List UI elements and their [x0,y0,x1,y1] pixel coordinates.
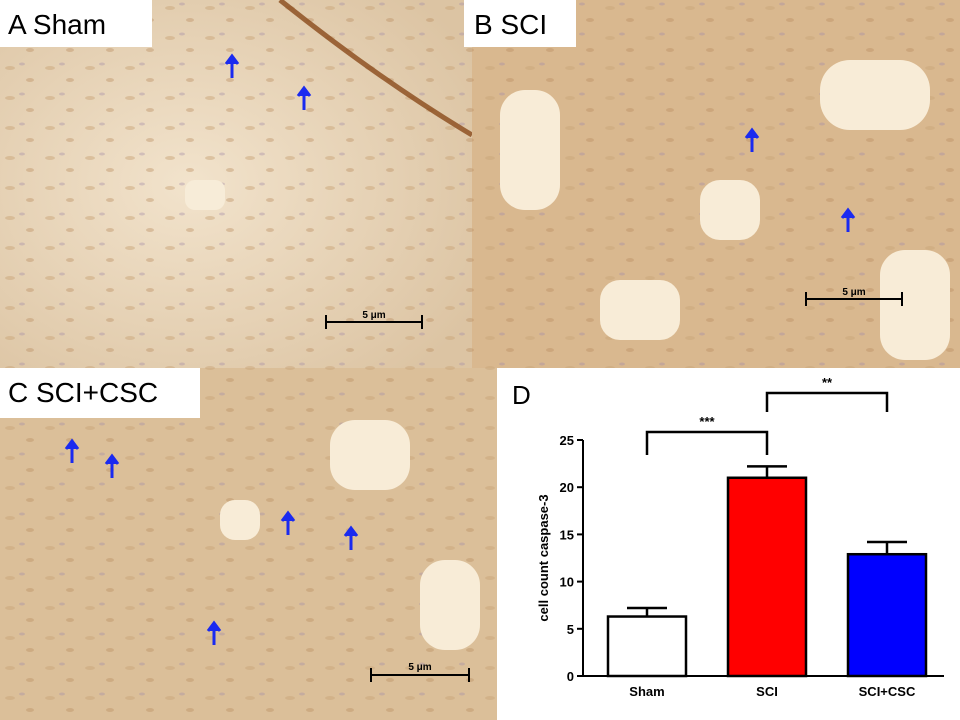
x-tick-label: SCI [756,684,778,699]
significance-bracket [765,391,889,412]
panel-label: A Sham [8,9,106,40]
y-tick-label: 0 [567,669,574,684]
x-tick-label: Sham [629,684,664,699]
chart-title: D [512,380,531,410]
scale-bar-label: 5 μm [362,310,385,321]
panel-label: C SCI+CSC [8,377,158,408]
panel-a: A Sham 5 μm [0,0,474,368]
scale-bar-label: 5 μm [408,662,431,673]
y-tick-label: 20 [560,480,574,495]
y-axis-label: cell count caspase-3 [536,494,551,621]
panel-b: B SCI 5 μm [464,0,960,368]
bar [606,615,688,678]
panel-label: B SCI [474,9,547,40]
y-tick-label: 15 [560,527,574,542]
x-tick-label: SCI+CSC [859,684,916,699]
y-tick-label: 25 [560,433,574,448]
bar [846,552,928,678]
significance-label: *** [699,414,715,429]
panel-c: C SCI+CSC 5 μm [0,368,497,720]
bar [726,476,808,678]
significance-bracket [645,430,769,455]
y-tick-label: 10 [560,575,574,590]
y-tick-label: 5 [567,622,574,637]
scale-bar-label: 5 μm [842,287,865,298]
significance-label: ** [822,375,833,390]
